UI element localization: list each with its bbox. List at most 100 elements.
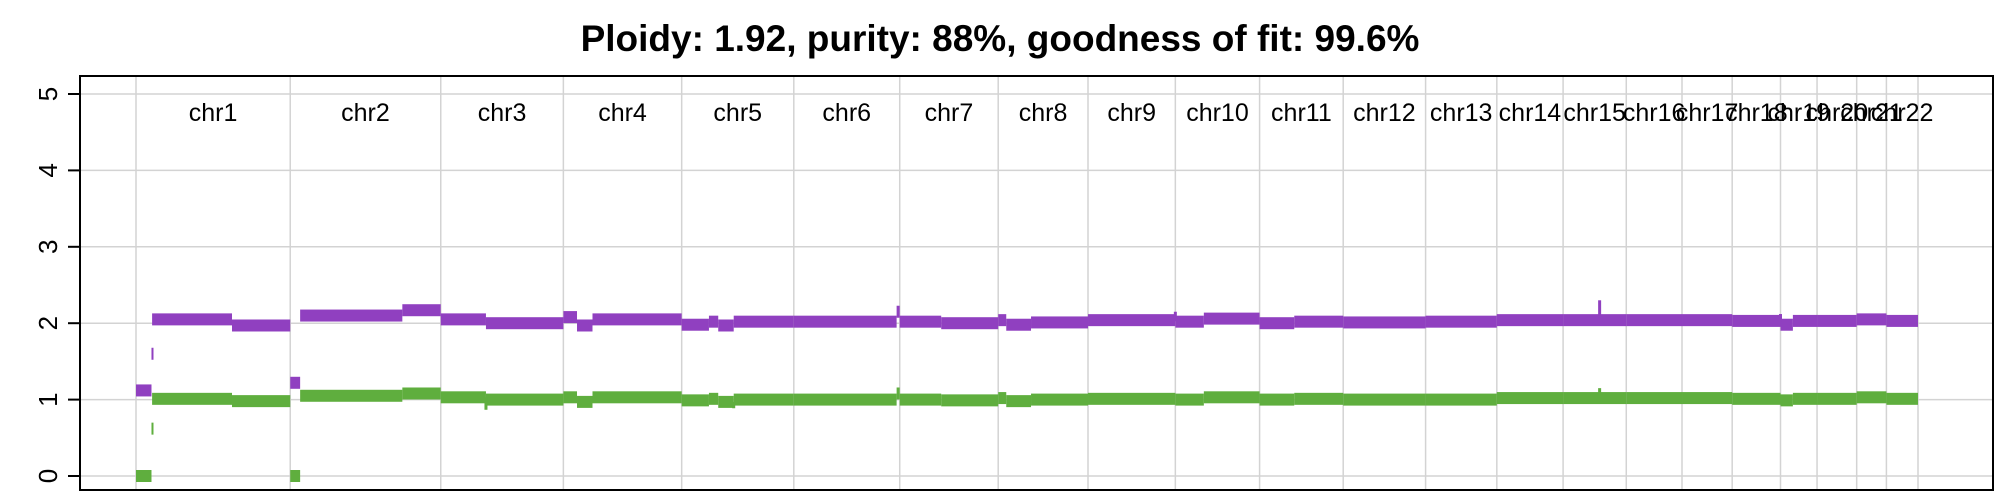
minor-copy-number-segment: [440, 391, 486, 404]
chromosome-label: chr3: [478, 99, 527, 127]
minor-copy-number-segment: [577, 395, 593, 408]
y-tick-label: 4: [33, 163, 63, 177]
total-copy-number-segment: [1886, 314, 1918, 327]
minor-copy-number-spike: [1598, 388, 1602, 400]
chromosome-label: chr13: [1430, 99, 1493, 127]
plot-frame: [79, 75, 1994, 491]
minor-copy-number-segment: [402, 387, 441, 400]
chromosome-label: chr6: [822, 99, 871, 127]
minor-copy-number-segment: [151, 422, 154, 435]
total-copy-number-segment: [1563, 314, 1627, 327]
total-copy-number-segment: [1425, 315, 1497, 328]
minor-copy-number-segment: [793, 393, 897, 406]
total-copy-number-segment: [1732, 314, 1781, 327]
minor-copy-number-segment: [1425, 393, 1497, 406]
total-copy-number-segment: [1203, 312, 1260, 325]
total-copy-number-segment: [1088, 314, 1176, 327]
total-copy-number-segment: [793, 315, 897, 328]
minor-copy-number-segment: [1626, 392, 1683, 405]
grid-lines: [80, 76, 1993, 490]
minor-copy-number-segment: [1203, 391, 1260, 404]
minor-copy-number-segment: [1682, 392, 1733, 405]
chromosome-label: chr4: [598, 99, 647, 127]
chromosome-label: chr17: [1676, 99, 1739, 127]
total-copy-number-segment: [998, 314, 1007, 327]
chromosome-label: chr1: [189, 99, 238, 127]
minor-copy-number-segment: [485, 393, 564, 406]
minor-copy-number-segment: [1343, 393, 1426, 406]
total-copy-number-spike: [1778, 314, 1782, 322]
chromosome-label: chr19: [1767, 99, 1830, 127]
minor-copy-number-segment: [152, 392, 233, 405]
chromosome-label: chr2: [341, 99, 390, 127]
chromosome-label: chr7: [925, 99, 974, 127]
total-copy-number-segment: [563, 311, 578, 324]
minor-copy-number-segment: [733, 393, 794, 406]
total-copy-number-segment: [733, 315, 794, 328]
total-copy-number-segment: [941, 317, 999, 330]
total-copy-number-segment: [402, 304, 441, 317]
chromosome-label: chr11: [1271, 99, 1332, 127]
minor-copy-number-segment: [1006, 395, 1032, 408]
chromosome-label: chr12: [1353, 99, 1416, 127]
total-copy-number-segment: [1175, 315, 1204, 328]
minor-copy-number-segment: [1886, 392, 1918, 405]
minor-copy-number-segment: [1031, 393, 1089, 406]
minor-copy-number-segment: [290, 470, 301, 482]
minor-copy-number-spike: [484, 397, 488, 410]
y-tick-label: 5: [33, 87, 63, 101]
chromosome-label: chr20: [1806, 99, 1869, 127]
minor-copy-number-segment: [1792, 392, 1818, 405]
minor-copy-number-segment: [1175, 393, 1204, 406]
chromosome-label: chr9: [1107, 99, 1156, 127]
total-copy-number-segment: [290, 376, 301, 389]
total-copy-number-segment: [592, 313, 682, 326]
minor-copy-number-segment: [899, 393, 942, 406]
minor-copy-number-segment: [708, 392, 719, 405]
total-copy-number-segment: [896, 305, 900, 318]
total-copy-number-segment: [1006, 318, 1032, 331]
chart-title: Ploidy: 1.92, purity: 88%, goodness of f…: [580, 18, 1420, 59]
y-tick-label: 2: [33, 316, 63, 330]
total-copy-number-segment: [151, 347, 154, 360]
minor-copy-number-segment: [563, 391, 578, 404]
total-copy-number-segment: [708, 315, 719, 328]
total-copy-number-segment: [136, 384, 152, 397]
y-tick-label: 3: [33, 240, 63, 254]
chromosome-label: chr15: [1563, 99, 1626, 127]
total-copy-number-segment: [1780, 318, 1793, 331]
total-copy-number-segment: [681, 318, 709, 331]
minor-copy-number-segment: [1817, 392, 1857, 405]
total-copy-number-segment: [1626, 314, 1683, 327]
minor-copy-number-segment: [681, 394, 709, 407]
copy-number-segments: [136, 300, 1918, 482]
minor-copy-number-segment: [896, 387, 900, 400]
chromosome-label: chr16: [1623, 99, 1686, 127]
chromosome-label: chr5: [713, 99, 762, 127]
chromosome-label: chr10: [1186, 99, 1249, 127]
total-copy-number-segment: [232, 319, 291, 332]
total-copy-number-segment: [300, 309, 403, 322]
minor-copy-number-spike: [732, 401, 736, 409]
total-copy-number-segment: [1856, 313, 1887, 326]
total-copy-number-spike: [1598, 300, 1602, 322]
minor-copy-number-segment: [1856, 391, 1887, 404]
chromosome-label: chr18: [1725, 99, 1788, 127]
total-copy-number-segment: [440, 313, 486, 326]
minor-copy-number-segment: [1088, 392, 1176, 405]
minor-copy-number-segment: [1732, 392, 1781, 405]
chromosome-label: chr22: [1871, 99, 1934, 127]
chromosome-labels: chr1 chr2 chr3 chr4 chr5 chr6 chr7 chr8 chr9 chr1…: [189, 99, 1934, 127]
total-copy-number-segment: [1682, 314, 1733, 327]
minor-copy-number-segment: [136, 470, 152, 482]
total-copy-number-segment: [577, 319, 593, 332]
minor-copy-number-segment: [718, 395, 734, 408]
minor-copy-number-segment: [1259, 393, 1295, 406]
minor-copy-number-segment: [998, 392, 1007, 405]
total-copy-number-segment: [899, 315, 942, 328]
total-copy-number-segment: [1817, 314, 1857, 327]
total-copy-number-spike: [1173, 311, 1177, 322]
chromosome-label: chr21: [1840, 99, 1903, 127]
minor-copy-number-segment: [1780, 394, 1793, 407]
